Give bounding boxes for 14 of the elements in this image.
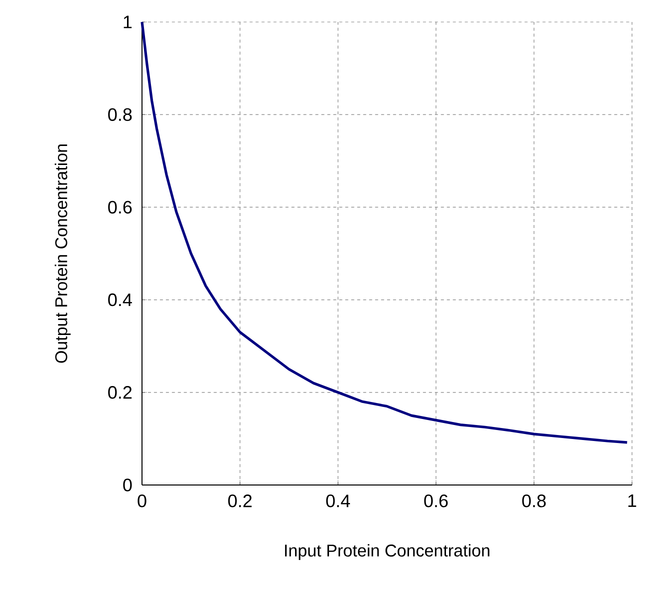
- y-tick-label: 0.8: [108, 108, 132, 121]
- y-tick-label: 0: [123, 478, 132, 492]
- y-axis-title: Output Protein Concentration: [54, 144, 71, 363]
- x-tick-label: 1: [628, 494, 636, 507]
- x-tick-label: 0: [138, 494, 146, 508]
- x-tick-label: 0.8: [522, 494, 546, 508]
- y-tick-label: 1: [124, 16, 132, 28]
- x-tick-label: 0.4: [326, 494, 350, 508]
- x-axis-title: Input Protein Concentration: [285, 544, 490, 560]
- y-tick-label: 0.4: [108, 293, 132, 306]
- y-tick-label: 0.2: [108, 386, 132, 399]
- x-tick-label: 0.2: [228, 494, 252, 508]
- x-tick-label: 0.6: [424, 494, 448, 508]
- y-tick-label: 0.6: [108, 200, 132, 214]
